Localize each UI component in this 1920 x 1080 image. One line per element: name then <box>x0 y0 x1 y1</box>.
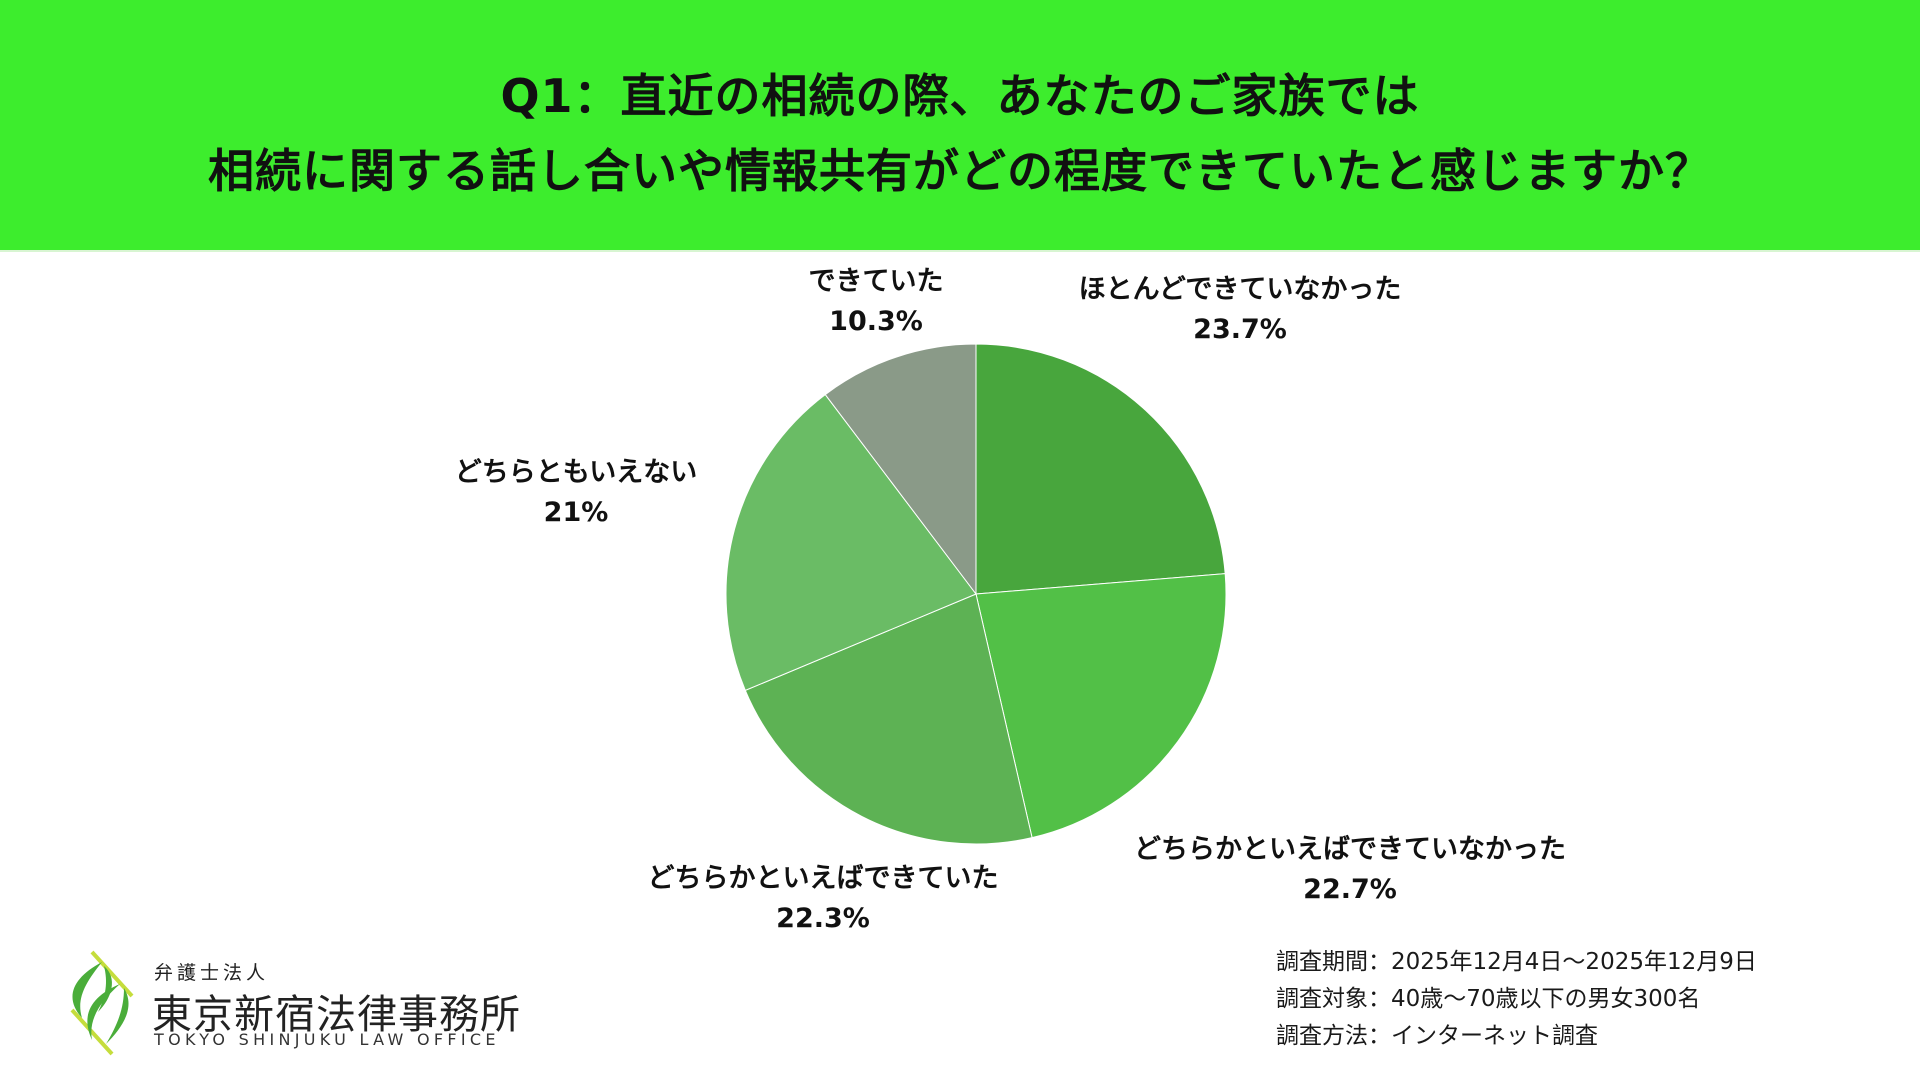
pie-slice <box>744 593 1033 845</box>
logo-name: 東京新宿法律事務所 <box>152 992 521 1038</box>
slice-label-rather-not: どちらかといえばできていなかった 22.7% <box>1134 830 1566 910</box>
survey-target: 調査対象：40歳～70歳以下の男女300名 <box>1276 986 1701 1012</box>
pie-slice <box>975 573 1227 839</box>
slice-label-name: どちらともいえない <box>454 457 698 488</box>
law-office-leaf-icon <box>70 950 134 1056</box>
slice-label-rather-yes: どちらかといえばできていた 22.3% <box>648 859 999 939</box>
slice-label-hotondo: ほとんどできていなかった 23.7% <box>1079 270 1402 350</box>
survey-method: 調査方法：インターネット調査 <box>1276 1023 1598 1049</box>
company-logo: 弁護士法人 東京新宿法律事務所 TOKYO SHINJUKU LAW OFFIC… <box>62 948 582 1058</box>
title-line-1: Q1：直近の相続の際、あなたのご家族では <box>500 69 1420 123</box>
slice-label-value: 10.3% <box>829 306 923 337</box>
slice-label-neutral: どちらともいえない 21% <box>455 453 697 533</box>
slice-label-name: どちらかといえばできていなかった <box>1134 834 1566 865</box>
slice-label-value: 23.7% <box>1193 314 1287 345</box>
slice-label-name: ほとんどできていなかった <box>1078 274 1402 305</box>
slice-label-value: 21% <box>543 497 609 528</box>
survey-info: 調査期間：2025年12月4日～2025年12月9日 調査対象：40歳～70歳以… <box>1276 944 1757 1055</box>
survey-period: 調査期間：2025年12月4日～2025年12月9日 <box>1276 949 1757 975</box>
slice-label-yes: できていた 10.3% <box>809 262 944 342</box>
logo-subtitle: 弁護士法人 <box>154 962 270 984</box>
slice-label-name: できていた <box>808 266 944 297</box>
title-banner: Q1：直近の相続の際、あなたのご家族では 相続に関する話し合いや情報共有がどの程… <box>0 0 1920 252</box>
pie-slice <box>824 343 977 596</box>
title-line-2: 相続に関する話し合いや情報共有がどの程度できていたと感じますか？ <box>208 144 1712 198</box>
pie-slice <box>725 393 977 692</box>
slice-label-value: 22.7% <box>1303 874 1397 905</box>
pie-slice <box>975 343 1226 595</box>
logo-english-name: TOKYO SHINJUKU LAW OFFICE <box>154 1030 500 1049</box>
slice-label-value: 22.3% <box>776 903 870 934</box>
slice-label-name: どちらかといえばできていた <box>647 863 999 894</box>
